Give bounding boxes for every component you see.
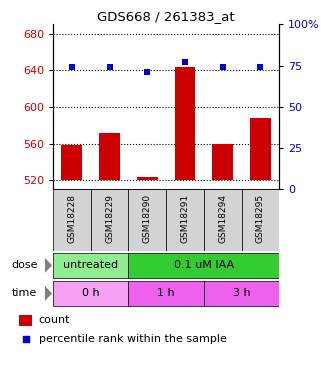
Text: GSM18294: GSM18294 — [218, 194, 227, 243]
Text: GSM18290: GSM18290 — [143, 194, 152, 243]
Text: GSM18229: GSM18229 — [105, 194, 114, 243]
FancyBboxPatch shape — [204, 189, 241, 251]
Bar — [61, 146, 82, 180]
Text: 0 h: 0 h — [82, 288, 100, 298]
Text: GSM18291: GSM18291 — [180, 194, 189, 243]
Point — [107, 64, 112, 70]
Bar — [175, 68, 195, 180]
Bar — [99, 132, 120, 180]
Point — [182, 59, 187, 65]
Title: GDS668 / 261383_at: GDS668 / 261383_at — [97, 10, 235, 23]
Point — [220, 64, 225, 70]
Text: count: count — [39, 315, 70, 326]
FancyBboxPatch shape — [166, 189, 204, 251]
FancyBboxPatch shape — [241, 189, 279, 251]
FancyBboxPatch shape — [91, 189, 128, 251]
FancyBboxPatch shape — [53, 253, 128, 278]
Text: 0.1 uM IAA: 0.1 uM IAA — [174, 260, 234, 270]
Bar — [250, 118, 271, 180]
Point — [258, 64, 263, 70]
Text: GSM18228: GSM18228 — [67, 194, 76, 243]
Text: 1 h: 1 h — [157, 288, 175, 298]
Bar — [212, 144, 233, 180]
Text: GSM18295: GSM18295 — [256, 194, 265, 243]
Text: 3 h: 3 h — [233, 288, 250, 298]
Bar — [137, 177, 158, 180]
Text: time: time — [11, 288, 37, 298]
FancyBboxPatch shape — [53, 281, 128, 306]
FancyBboxPatch shape — [128, 281, 204, 306]
FancyBboxPatch shape — [204, 281, 279, 306]
FancyBboxPatch shape — [128, 253, 279, 278]
Point — [69, 64, 74, 70]
Text: dose: dose — [11, 260, 38, 270]
Point — [145, 69, 150, 75]
Text: percentile rank within the sample: percentile rank within the sample — [39, 334, 226, 344]
Text: untreated: untreated — [63, 260, 118, 270]
FancyBboxPatch shape — [128, 189, 166, 251]
FancyBboxPatch shape — [53, 189, 91, 251]
Bar — [19, 315, 32, 326]
